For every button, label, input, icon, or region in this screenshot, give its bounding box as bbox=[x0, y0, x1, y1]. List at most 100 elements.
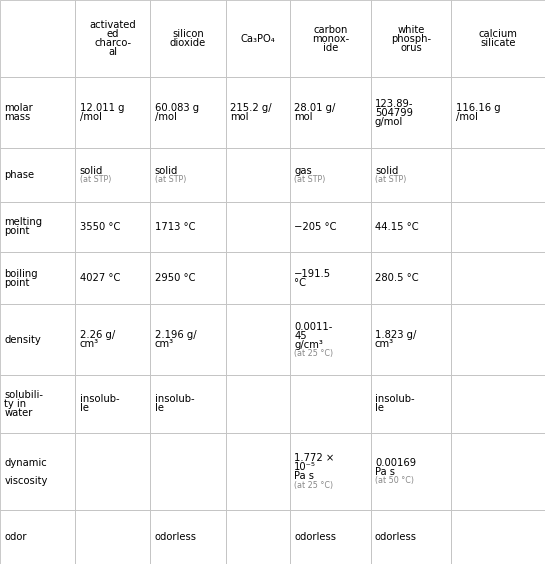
Bar bbox=[75, 510, 150, 564]
Text: Pa s: Pa s bbox=[294, 472, 314, 482]
Text: /mol: /mol bbox=[456, 112, 477, 122]
Text: 504799: 504799 bbox=[375, 108, 413, 118]
Bar bbox=[451, 433, 545, 510]
Text: solid: solid bbox=[155, 166, 178, 176]
Text: 45: 45 bbox=[294, 331, 307, 341]
Text: (at 25 °C): (at 25 °C) bbox=[294, 481, 334, 490]
Text: (at 25 °C): (at 25 °C) bbox=[294, 349, 334, 358]
Text: mol: mol bbox=[294, 112, 313, 122]
Bar bbox=[290, 252, 371, 305]
Bar bbox=[226, 510, 290, 564]
Text: 280.5 °C: 280.5 °C bbox=[375, 273, 419, 283]
Text: ed: ed bbox=[107, 29, 119, 39]
Text: odor: odor bbox=[4, 532, 27, 542]
Bar bbox=[226, 252, 290, 305]
Text: 1.823 g/: 1.823 g/ bbox=[375, 330, 416, 340]
Bar bbox=[0, 433, 75, 510]
Text: 215.2 g/: 215.2 g/ bbox=[230, 103, 271, 113]
Bar bbox=[451, 375, 545, 433]
Bar bbox=[0, 0, 75, 77]
Bar bbox=[75, 375, 150, 433]
Bar bbox=[75, 305, 150, 375]
Text: (at STP): (at STP) bbox=[155, 175, 186, 184]
Bar bbox=[0, 510, 75, 564]
Bar bbox=[290, 305, 371, 375]
Bar bbox=[451, 305, 545, 375]
Bar bbox=[226, 433, 290, 510]
Text: insolub-: insolub- bbox=[375, 394, 415, 404]
Text: 60.083 g: 60.083 g bbox=[155, 103, 199, 113]
Bar bbox=[0, 305, 75, 375]
Text: mol: mol bbox=[230, 112, 249, 122]
Text: ide: ide bbox=[323, 43, 338, 52]
Bar bbox=[371, 433, 451, 510]
Text: 28.01 g/: 28.01 g/ bbox=[294, 103, 336, 113]
Text: (at STP): (at STP) bbox=[294, 175, 326, 184]
Text: dynamic: dynamic bbox=[4, 457, 47, 468]
Text: solubili-: solubili- bbox=[4, 390, 44, 400]
Text: −205 °C: −205 °C bbox=[294, 222, 337, 232]
Text: (at 50 °C): (at 50 °C) bbox=[375, 476, 414, 485]
Text: le: le bbox=[155, 403, 164, 413]
Bar bbox=[75, 433, 150, 510]
Text: point: point bbox=[4, 277, 30, 288]
Text: insolub-: insolub- bbox=[155, 394, 195, 404]
Text: insolub-: insolub- bbox=[80, 394, 119, 404]
Text: 2.196 g/: 2.196 g/ bbox=[155, 330, 196, 340]
Text: /mol: /mol bbox=[80, 112, 101, 122]
Bar bbox=[75, 252, 150, 305]
Text: calcium: calcium bbox=[479, 29, 518, 39]
Text: charco-: charco- bbox=[94, 38, 131, 48]
Text: al: al bbox=[108, 47, 117, 57]
Bar bbox=[150, 0, 226, 77]
Bar bbox=[371, 252, 451, 305]
Text: /mol: /mol bbox=[155, 112, 177, 122]
Bar bbox=[0, 202, 75, 252]
Text: °C: °C bbox=[294, 277, 306, 288]
Text: g/cm³: g/cm³ bbox=[294, 340, 323, 350]
Text: water: water bbox=[4, 408, 33, 418]
Bar bbox=[226, 0, 290, 77]
Text: 1.772 ×: 1.772 × bbox=[294, 453, 335, 464]
Text: solid: solid bbox=[80, 166, 103, 176]
Text: solid: solid bbox=[375, 166, 398, 176]
Text: (at STP): (at STP) bbox=[375, 175, 407, 184]
Text: le: le bbox=[375, 403, 384, 413]
Bar bbox=[290, 510, 371, 564]
Text: 3550 °C: 3550 °C bbox=[80, 222, 120, 232]
Bar bbox=[226, 77, 290, 148]
Bar bbox=[0, 375, 75, 433]
Text: 1713 °C: 1713 °C bbox=[155, 222, 195, 232]
Text: 0.0011-: 0.0011- bbox=[294, 321, 332, 332]
Bar bbox=[75, 148, 150, 202]
Text: phosph-: phosph- bbox=[391, 34, 431, 43]
Bar bbox=[150, 252, 226, 305]
Text: boiling: boiling bbox=[4, 268, 38, 279]
Text: viscosity: viscosity bbox=[4, 475, 48, 486]
Text: white: white bbox=[397, 25, 425, 35]
Bar bbox=[371, 148, 451, 202]
Text: mass: mass bbox=[4, 112, 31, 122]
Text: dioxide: dioxide bbox=[170, 38, 206, 48]
Text: activated: activated bbox=[89, 20, 136, 30]
Text: monox-: monox- bbox=[312, 34, 349, 43]
Text: carbon: carbon bbox=[313, 25, 348, 35]
Bar bbox=[371, 77, 451, 148]
Text: g/mol: g/mol bbox=[375, 117, 403, 127]
Bar bbox=[451, 252, 545, 305]
Bar bbox=[451, 202, 545, 252]
Text: le: le bbox=[80, 403, 89, 413]
Text: 12.011 g: 12.011 g bbox=[80, 103, 124, 113]
Text: cm³: cm³ bbox=[80, 339, 99, 349]
Bar bbox=[451, 510, 545, 564]
Bar bbox=[451, 0, 545, 77]
Bar bbox=[451, 148, 545, 202]
Text: odorless: odorless bbox=[294, 532, 336, 542]
Bar bbox=[150, 433, 226, 510]
Text: 2.26 g/: 2.26 g/ bbox=[80, 330, 115, 340]
Bar bbox=[0, 77, 75, 148]
Text: ty in: ty in bbox=[4, 399, 27, 409]
Text: Ca₃PO₄: Ca₃PO₄ bbox=[240, 34, 275, 43]
Text: cm³: cm³ bbox=[155, 339, 174, 349]
Bar bbox=[150, 510, 226, 564]
